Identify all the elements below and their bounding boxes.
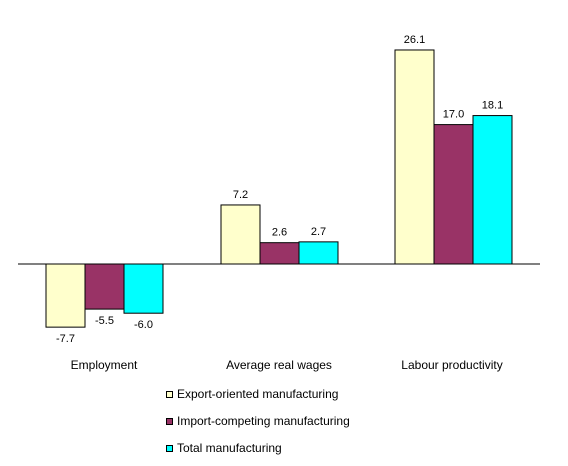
legend-item-export-oriented: Export-oriented manufacturing (166, 385, 350, 403)
legend-label-export-oriented: Export-oriented manufacturing (177, 387, 339, 401)
data-label-average-real-wages-import-competing-manufacturing: 2.6 (272, 227, 287, 239)
legend-item-import-competing: Import-competing manufacturing (166, 412, 350, 430)
data-label-labour-productivity-export-oriented-manufacturing: 26.1 (404, 34, 425, 46)
bar-average-real-wages-import-competing-manufacturing (259, 242, 300, 265)
bar-average-real-wages-export-oriented-manufacturing (220, 204, 261, 265)
data-label-labour-productivity-total-manufacturing: 18.1 (482, 100, 503, 112)
data-label-average-real-wages-export-oriented-manufacturing: 7.2 (233, 189, 248, 201)
bar-labour-productivity-import-competing-manufacturing (433, 124, 474, 265)
legend: Export-oriented manufacturing Import-com… (166, 385, 350, 466)
bar-employment-total-manufacturing (123, 263, 164, 314)
bar-labour-productivity-export-oriented-manufacturing (394, 49, 435, 265)
data-label-employment-export-oriented-manufacturing: -7.7 (56, 333, 75, 345)
legend-label-import-competing: Import-competing manufacturing (177, 414, 350, 428)
legend-label-total-manufacturing: Total manufacturing (177, 441, 282, 455)
data-label-employment-total-manufacturing: -6.0 (134, 319, 153, 331)
data-label-employment-import-competing-manufacturing: -5.5 (95, 315, 114, 327)
legend-item-total-manufacturing: Total manufacturing (166, 439, 350, 457)
data-label-labour-productivity-import-competing-manufacturing: 17.0 (443, 109, 464, 121)
data-label-average-real-wages-total-manufacturing: 2.7 (311, 226, 326, 238)
bar-average-real-wages-total-manufacturing (298, 241, 339, 265)
category-label-employment: Employment (71, 358, 138, 372)
legend-swatch-export-oriented (166, 390, 173, 398)
bar-labour-productivity-total-manufacturing (472, 115, 513, 265)
bar-employment-import-competing-manufacturing (84, 263, 125, 310)
bar-employment-export-oriented-manufacturing (45, 263, 86, 328)
legend-swatch-import-competing (166, 417, 173, 425)
category-label-labour-productivity: Labour productivity (401, 358, 502, 372)
legend-swatch-total-manufacturing (166, 444, 173, 452)
category-label-average-real-wages: Average real wages (226, 358, 332, 372)
